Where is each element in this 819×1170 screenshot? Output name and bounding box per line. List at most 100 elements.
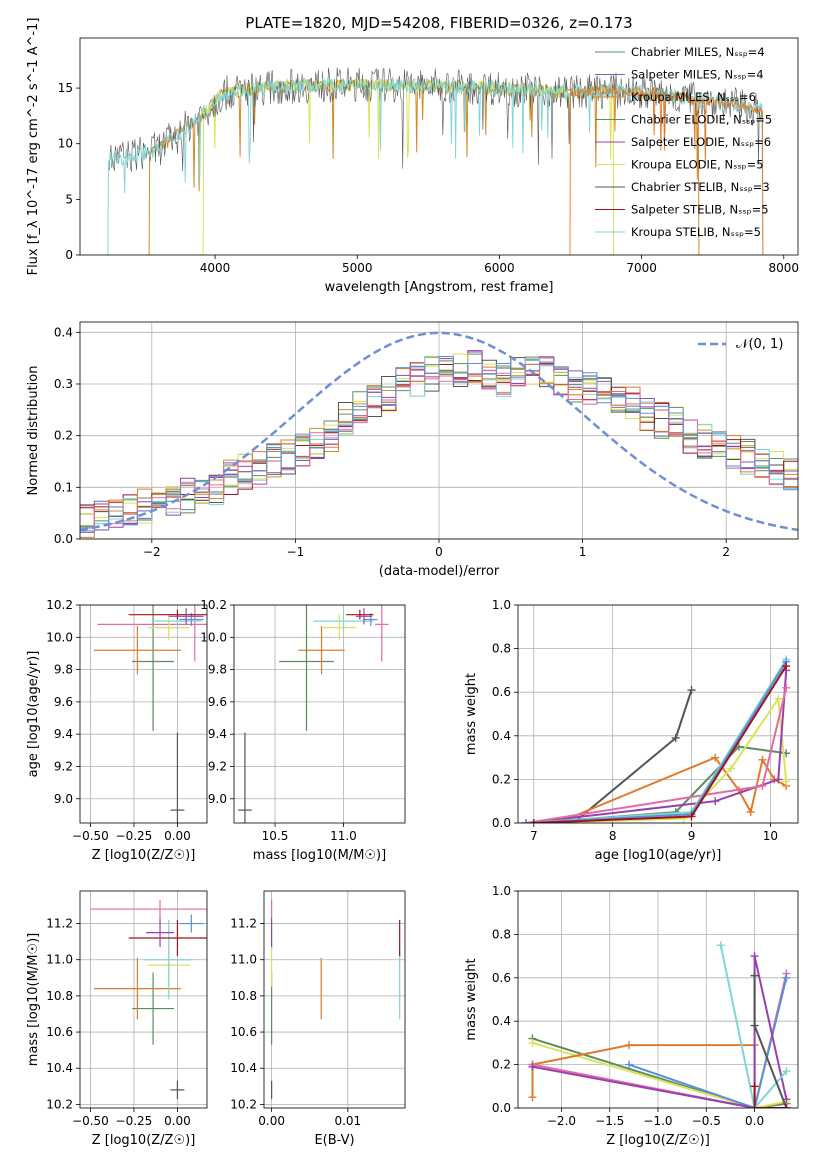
errorbar-pink [374,605,389,662]
legend: Chabrier MILES, Nₛₛₚ=4 Salpeter MILES, Nₛ… [595,45,772,239]
weight-marker [750,952,759,961]
axes-0: 4000 5000 6000 7000 8000 0 5 10 15 wavelength [An… [26,18,799,295]
x-axis-label: (data-model)/error [379,564,500,579]
errorbar-blue [179,914,204,933]
x-tick-label: 7 [530,829,538,843]
spectrum-kroupa_elodie [202,78,615,255]
axes-frame-3 [233,604,406,824]
weight-marker [521,819,530,823]
axes-7: −2.0 −1.5 −1.0 −0.5 0.0 0.0 0.2 0.4 0.6 0.8 1.0 Z [… [464,884,799,1148]
x-tick-label: 0.01 [334,1114,361,1128]
axes-frame-5 [79,890,208,1109]
x-tick-label: 4000 [200,261,231,275]
legend-label: Chabrier STELIB, Nₛₛₚ=3 [631,180,770,194]
y-tick-label: 0.0 [54,532,73,546]
y-tick-label: 11.0 [230,953,257,967]
y-tick-label: 9.2 [54,759,73,773]
legend-label: Chabrier MILES, Nₛₛₚ=4 [631,45,765,59]
plot-area-1 [80,331,798,538]
y-tick-label: 9.2 [208,759,227,773]
errorbar-salpeter_stelib [346,609,374,620]
y-axis-label: mass weight [464,958,479,1040]
axes-4: 7 8 9 10 0.0 0.2 0.4 0.6 0.8 1.0 age [log10(age/yr… [464,598,799,863]
errorbar-chabrier_stelib [238,732,252,823]
weight-marker [746,808,755,817]
x-tick-label: 0.00 [164,1114,191,1128]
y-tick-label: 0.8 [492,927,511,941]
plot-area-5 [90,900,207,1099]
plot-area-7 [528,941,791,1108]
y-tick-label: 0.6 [492,685,511,699]
weight-marker [782,662,791,671]
errorbar-salpeter_elodie [355,608,373,625]
x-tick-label: 6000 [484,261,515,275]
x-axis-label: Z [log10(Z/Z☉)] [92,1133,196,1148]
weight-line-pink [532,973,788,1108]
y-tick-label: 9.4 [208,727,227,741]
errorbar-salpeter_elodie [168,608,204,625]
figure-title: PLATE=1820, MJD=54208, FIBERID=0326, z=0… [245,14,632,32]
x-tick-label: 2 [722,545,730,559]
y-tick-label: 10.6 [230,1025,257,1039]
errorbar-salpeter_stelib [128,919,207,957]
x-axis-label: E(B-V) [314,1133,354,1148]
weight-marker [671,733,680,742]
y-tick-label: 0.4 [492,729,511,743]
errorbar-chabrier_elodie [132,605,174,731]
axes-5: −0.50 −0.25 0.00 10.2 10.4 10.6 10.8 11.0 11.2 Z … [26,890,208,1148]
axes-frame-2 [79,604,208,824]
y-tick-label: 9.4 [54,727,73,741]
x-tick-label: −0.50 [72,1114,109,1128]
y-tick-label: 11.0 [46,953,73,967]
weight-marker [625,1041,634,1050]
spectrum-model-red [569,85,764,255]
errorbar-chabrier_elodie [279,605,334,731]
y-tick-label: 11.2 [230,917,257,931]
grid-2 [80,604,207,823]
weight-marker [687,686,696,695]
weight-marker [758,755,767,764]
weight-marker [726,764,735,773]
legend-label: Chabrier ELODIE, Nₛₛₚ=5 [631,113,772,127]
y-tick-label: 0.0 [492,816,511,830]
weight-line-chabrier_stelib [572,689,693,823]
weight-marker [711,753,720,762]
y-tick-label: 5 [65,192,73,206]
weight-marker [774,775,783,784]
weight-marker [750,1104,759,1108]
y-axis-label: mass [log10(M/M☉)] [26,933,41,1066]
x-tick-label: −1.0 [643,1114,672,1128]
y-axis-label: Flux [f_λ 10^-17 erg cm^-2 s^-1 A^-1] [26,18,41,276]
y-tick-label: 10.6 [46,1025,73,1039]
weight-line-kroupa_stelib [525,658,788,823]
x-tick-label: 10.5 [262,829,289,843]
y-axis-label: age [log10(age/yr)] [26,651,41,778]
legend-label: Salpeter MILES, Nₛₛₚ=4 [631,68,764,82]
y-tick-label: 0.6 [492,971,511,985]
errorbar-salpeter_elodie [146,918,174,948]
weight-line-blue [525,661,788,823]
weight-line-kroupa_elodie [533,695,788,823]
legend-label: Salpeter ELODIE, Nₛₛₚ=6 [631,135,771,149]
x-axis-label: wavelength [Angstrom, rest frame] [325,280,554,295]
y-tick-label: 0.8 [492,642,511,656]
x-tick-label: −2 [143,545,161,559]
y-tick-label: 9.6 [54,695,73,709]
y-tick-label: 10.2 [46,1097,73,1111]
x-tick-label: −0.25 [116,829,153,843]
errorbar-chabrier_stelib [170,1080,185,1099]
errorbar-orange [298,625,345,675]
y-tick-label: 10.2 [230,1097,257,1111]
legend-label: Kroupa STELIB, Nₛₛₚ=5 [631,225,761,239]
grid-6 [264,891,405,1108]
weight-marker [716,941,725,950]
x-tick-label: 0.0 [745,1114,764,1128]
legend-label: Kroupa MILES, Nₛₛₚ=6 [631,90,756,104]
x-tick-label: 0 [435,545,443,559]
weight-marker [750,1082,759,1091]
x-tick-label: 1 [579,545,587,559]
weight-marker [758,781,767,790]
weight-line-blue [628,977,788,1108]
x-axis-label: Z [log10(Z/Z☉)] [92,848,196,863]
grid-3 [234,604,405,823]
